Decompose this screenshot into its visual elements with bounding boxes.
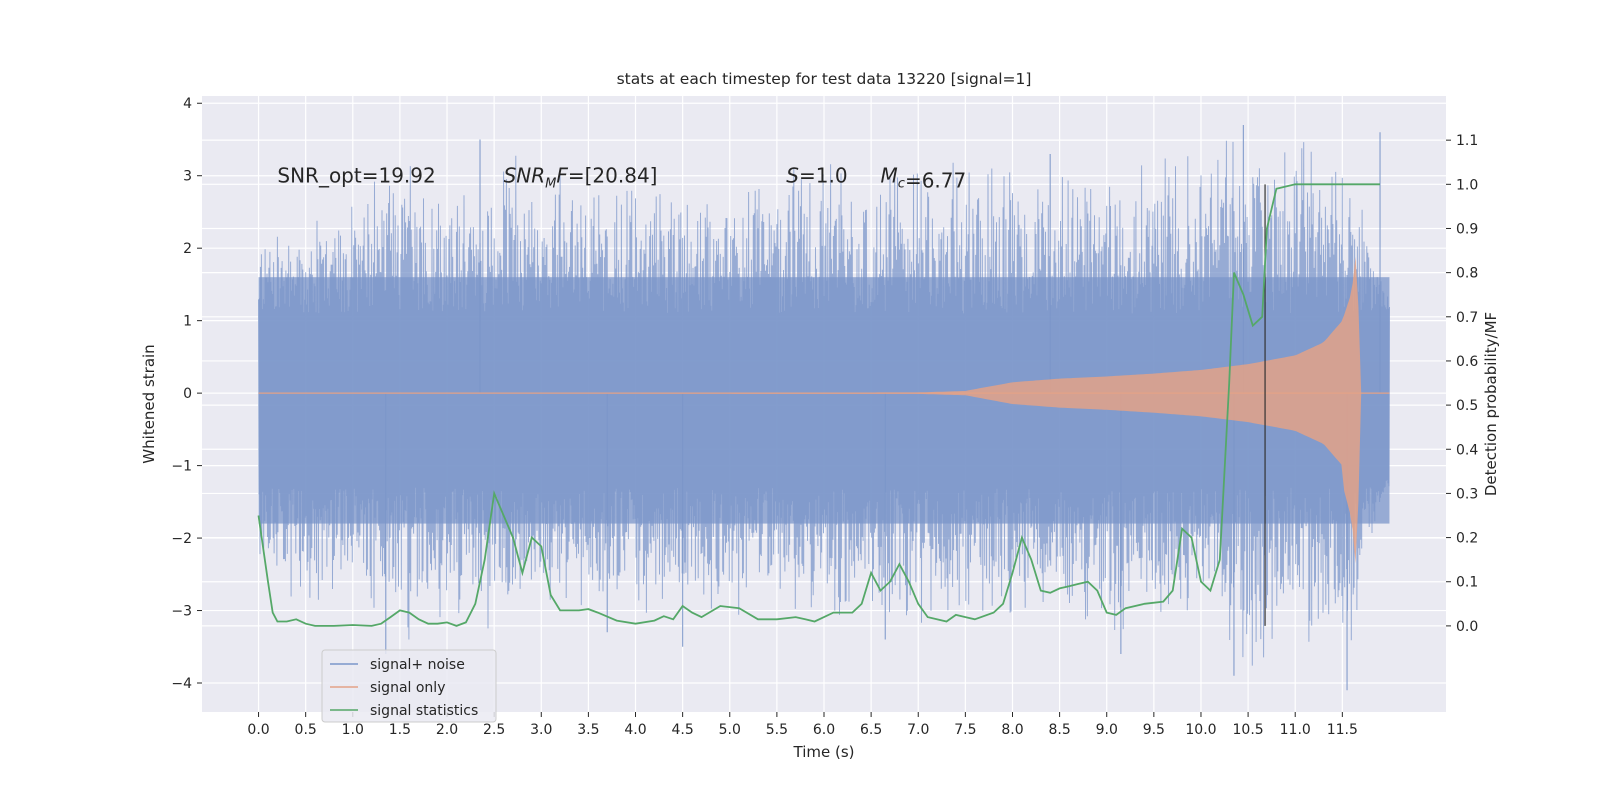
y2-tick-label: 1.1 <box>1456 133 1478 149</box>
series-signal-statistics-line <box>257 183 1380 627</box>
x-tick-label: 5.5 <box>766 722 788 738</box>
x-axis-label: Time (s) <box>793 743 855 761</box>
series-layer <box>257 124 1390 691</box>
y2-tick-label: 0.6 <box>1456 354 1478 370</box>
chart-title: stats at each timestep for test data 132… <box>617 70 1032 88</box>
y-tick-label: −2 <box>171 531 192 547</box>
y2-tick-label: 0.5 <box>1456 398 1478 414</box>
y-ticks: −4 −3 −2 −1 0 1 2 3 4 <box>171 96 202 692</box>
annotation: Mc=6.77 <box>881 164 967 193</box>
series-signal-noise-line <box>258 140 1390 666</box>
x-tick-label: 0.5 <box>295 722 317 738</box>
y-tick-label: −4 <box>171 676 192 692</box>
x-tick-label: 9.5 <box>1143 722 1165 738</box>
y-tick-label: 0 <box>183 386 192 402</box>
x-tick-label: 0.0 <box>247 722 269 738</box>
legend-label-signal-statistics: signal statistics <box>370 703 478 719</box>
y-tick-label: −1 <box>171 459 192 475</box>
annotations: SNR_opt=19.92 SNRMF=[20.84] S=1.0 Mc=6.77 <box>277 164 966 193</box>
y2-tick-label: 0.9 <box>1456 221 1478 237</box>
y2-ticks: 0.0 0.1 0.2 0.3 0.4 0.5 0.6 0.7 0.8 0.9 1.0 1.1 <box>1446 133 1478 635</box>
x-ticks: 0.0 0.5 1.0 1.5 2.0 2.5 3.0 3.5 4.0 4.5 5.0 5.5 6.0 6… <box>247 712 1358 738</box>
x-tick-label: 3.5 <box>577 722 599 738</box>
legend-box <box>321 649 497 723</box>
annotation: SNR_opt=19.92 <box>277 164 435 188</box>
x-tick-label: 8.5 <box>1048 722 1070 738</box>
annotation: S=1.0 <box>786 164 847 188</box>
x-tick-label: 1.5 <box>389 722 411 738</box>
x-tick-label: 5.0 <box>719 722 741 738</box>
x-tick-label: 7.0 <box>907 722 929 738</box>
legend-label-signal-only: signal only <box>370 680 445 696</box>
x-tick-label: 11.5 <box>1327 722 1358 738</box>
y-tick-label: −3 <box>171 604 192 620</box>
y2-tick-label: 0.7 <box>1456 310 1478 326</box>
x-tick-label: 10.0 <box>1185 722 1216 738</box>
y-tick-label: 3 <box>183 169 192 185</box>
y-tick-label: 4 <box>183 96 192 112</box>
x-tick-label: 9.0 <box>1096 722 1118 738</box>
x-tick-label: 7.5 <box>954 722 976 738</box>
y-tick-label: 2 <box>183 241 192 257</box>
y2-tick-label: 0.4 <box>1456 442 1478 458</box>
y-axis-label: Whitened strain <box>140 344 158 463</box>
y2-tick-label: 0.2 <box>1456 531 1478 547</box>
y2-axis-label: Detection probability/MF <box>1482 312 1500 496</box>
x-tick-label: 6.5 <box>860 722 882 738</box>
x-tick-label: 8.0 <box>1001 722 1023 738</box>
annotation: SNRMF=[20.84] <box>504 164 658 192</box>
legend: signal+ noise signal only signal statist… <box>321 649 497 723</box>
x-tick-label: 11.0 <box>1280 722 1311 738</box>
x-tick-label: 2.0 <box>436 722 458 738</box>
x-tick-label: 3.0 <box>530 722 552 738</box>
x-tick-label: 4.0 <box>624 722 646 738</box>
x-tick-label: 4.5 <box>672 722 694 738</box>
y2-tick-label: 0.0 <box>1456 619 1478 635</box>
x-tick-label: 6.0 <box>813 722 835 738</box>
y2-tick-label: 1.0 <box>1456 177 1478 193</box>
y2-tick-label: 0.1 <box>1456 575 1478 591</box>
legend-label-signal-noise: signal+ noise <box>370 657 465 673</box>
series-signal-only-area <box>258 256 1390 564</box>
y2-tick-label: 0.8 <box>1456 266 1478 282</box>
x-tick-label: 1.0 <box>342 722 364 738</box>
y-tick-label: 1 <box>183 314 192 330</box>
x-tick-label: 2.5 <box>483 722 505 738</box>
y2-tick-label: 0.3 <box>1456 486 1478 502</box>
x-tick-label: 10.5 <box>1233 722 1264 738</box>
